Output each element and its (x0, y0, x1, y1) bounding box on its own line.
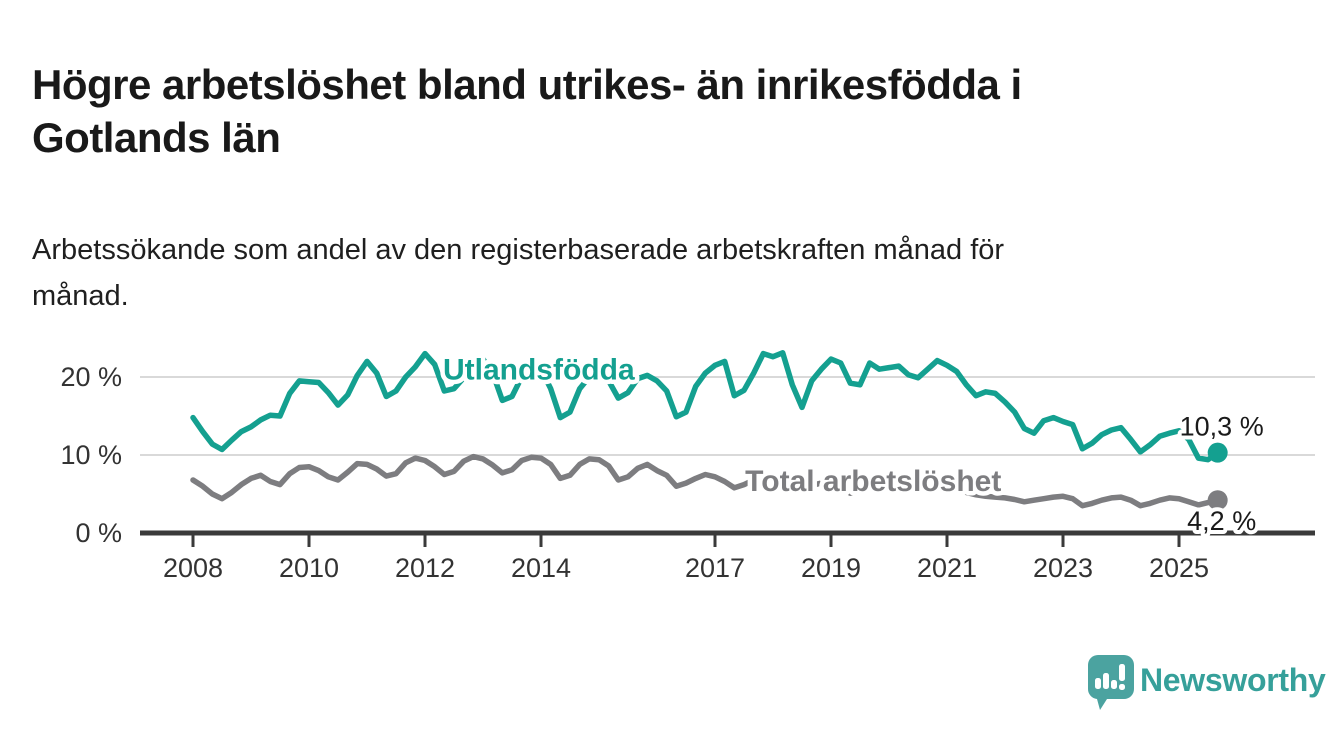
subtitle-line-1: Arbetssökande som andel av den registerb… (32, 234, 1005, 266)
series-end-dot (1207, 442, 1228, 463)
x-tick-label: 2008 (163, 553, 223, 583)
series-end-dot (1207, 490, 1228, 511)
series-end-value-label: 10,3 % (1180, 412, 1264, 442)
chart-subtitle: Arbetssökande som andel av den registerb… (32, 227, 1242, 319)
y-tick-label: 10 % (60, 440, 122, 470)
y-tick-label: 20 % (60, 362, 122, 392)
x-tick-label: 2012 (395, 553, 455, 583)
x-tick-label: 2019 (801, 553, 861, 583)
series-label: Total arbetslöshet (745, 465, 1001, 498)
title-line-1: Högre arbetslöshet bland utrikes- än inr… (32, 61, 1022, 109)
x-tick-label: 2010 (279, 553, 339, 583)
brand-wordmark: Newsworthy (1140, 662, 1326, 698)
x-tick-label: 2017 (685, 553, 745, 583)
page-title: Högre arbetslöshet bland utrikes- än inr… (32, 58, 1232, 164)
newsworthy-logo-icon (1087, 655, 1134, 710)
x-tick-label: 2023 (1033, 553, 1093, 583)
series-line-utlandsfodda (190, 350, 1221, 463)
series-end-value-label: 4,2 % (1187, 506, 1256, 536)
series-line-total (190, 453, 1221, 509)
bar-chart-glyph (1095, 664, 1125, 690)
x-tick-label: 2025 (1149, 553, 1209, 583)
x-tick-label: 2021 (917, 553, 977, 583)
title-line-2: Gotlands län (32, 114, 281, 162)
series-label: Utlandsfödda (443, 353, 635, 386)
y-tick-label: 0 % (75, 518, 122, 548)
x-tick-label: 2014 (511, 553, 571, 583)
subtitle-line-2: månad. (32, 280, 129, 312)
